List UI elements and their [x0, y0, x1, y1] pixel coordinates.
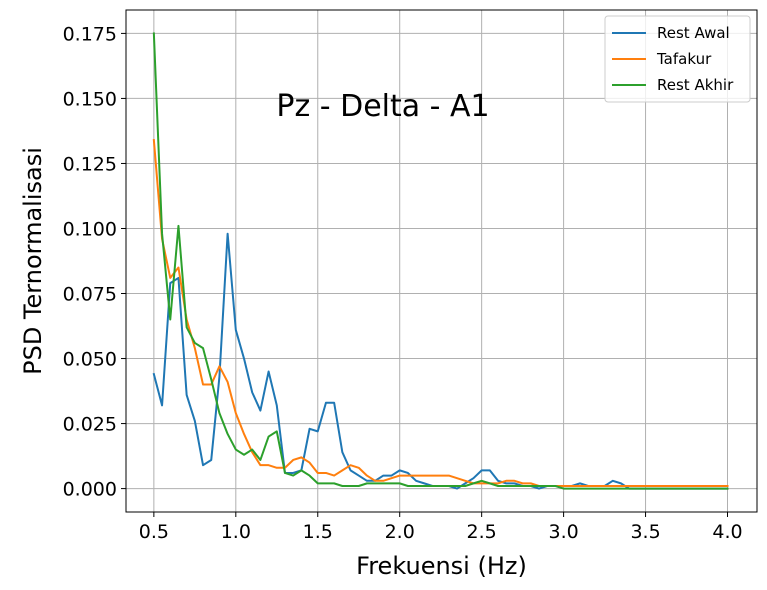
y-tick-label: 0.100 [63, 218, 117, 240]
legend: Rest Awal Tafakur Rest Akhir [604, 15, 751, 103]
legend-label: Rest Akhir [657, 76, 734, 94]
x-tick-label: 1.5 [303, 521, 333, 543]
legend-label: Rest Awal [657, 24, 730, 42]
x-tick-label: 2.0 [385, 521, 415, 543]
x-tick-label: 0.5 [139, 521, 169, 543]
series-line-rest-akhir [152, 32, 729, 490]
y-tick-label: 0.175 [63, 23, 117, 45]
x-tick-label: 4.0 [712, 521, 742, 543]
y-axis-title: PSD Ternormalisasi [19, 147, 47, 375]
x-axis-title: Frekuensi (Hz) [356, 552, 527, 580]
y-tick-label: 0.000 [63, 479, 117, 501]
x-tick-label: 1.0 [221, 521, 251, 543]
y-tick-label: 0.050 [63, 349, 117, 371]
legend-label: Tafakur [656, 50, 712, 68]
axis-ticks: 0.5 1.0 1.5 2.0 2.5 3.0 3.5 4.0 0.000 0.025 0.050 0… [63, 23, 743, 543]
plot-area-frame [125, 9, 758, 513]
y-tick-label: 0.150 [63, 88, 117, 110]
legend-box [604, 15, 751, 103]
x-tick-label: 2.5 [467, 521, 497, 543]
series-line-tafakur [152, 138, 729, 487]
y-tick-label: 0.025 [63, 414, 117, 436]
x-tick-label: 3.0 [548, 521, 578, 543]
series-lines [152, 32, 729, 490]
x-tick-label: 3.5 [630, 521, 660, 543]
y-tick-label: 0.125 [63, 153, 117, 175]
y-tick-label: 0.075 [63, 284, 117, 306]
chart-title: Pz - Delta - A1 [276, 89, 489, 124]
